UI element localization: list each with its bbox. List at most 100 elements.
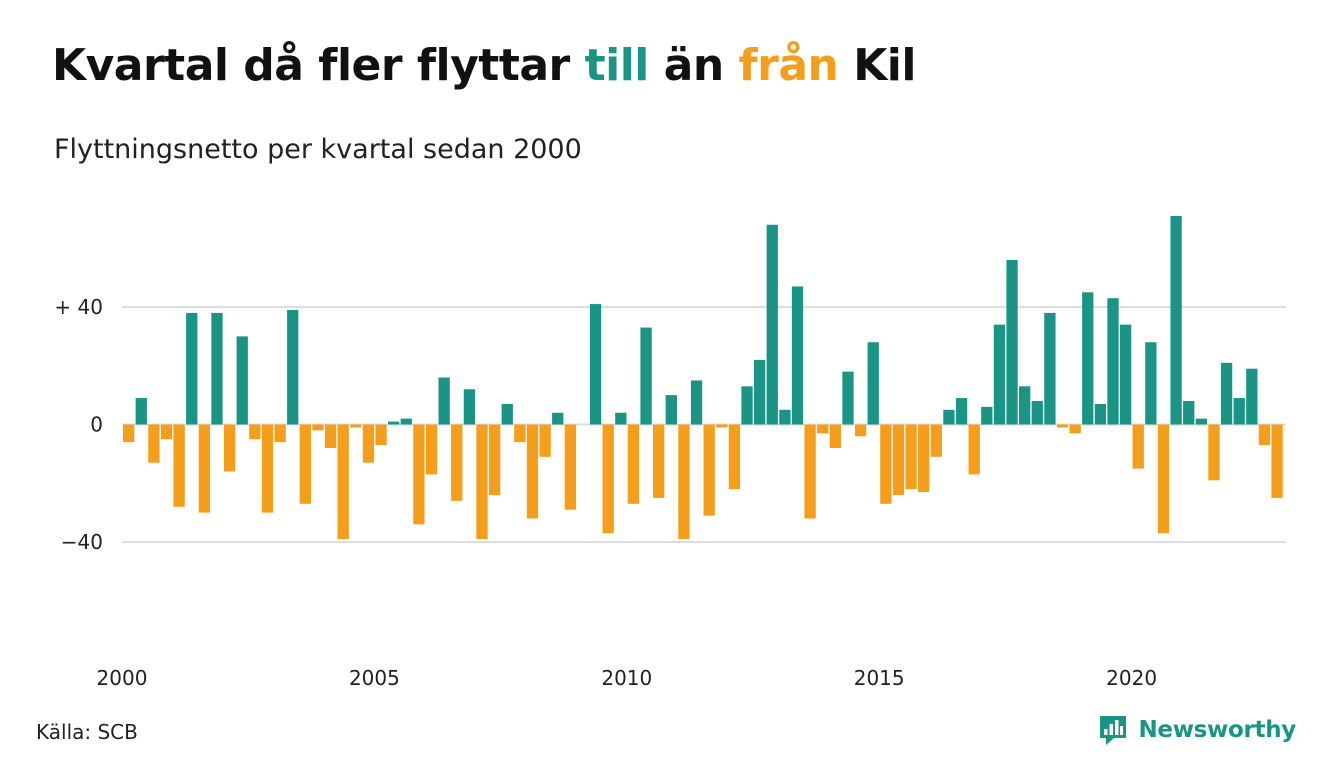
bar-q53[interactable] [779,409,791,425]
bar-q44[interactable] [665,395,677,425]
bar-q85[interactable] [1183,401,1195,425]
bar-q70[interactable] [993,324,1006,425]
bar-q66[interactable] [943,409,955,425]
bar-q2[interactable] [135,398,147,425]
bar-q16[interactable] [312,424,324,431]
bar-q83[interactable] [1157,424,1170,534]
bar-q39[interactable] [602,424,614,534]
bars-layer [123,215,1283,540]
bar-q69[interactable] [981,406,993,425]
bar-q15[interactable] [299,424,311,504]
bar-q60[interactable] [867,342,879,425]
bar-q74[interactable] [1044,312,1056,425]
bar-q68[interactable] [968,424,980,475]
x-tick-label: 2015 [854,666,905,690]
bar-q5[interactable] [173,424,185,507]
bar-q8[interactable] [211,312,223,425]
bar-q92[interactable] [1271,424,1283,498]
bar-q21[interactable] [375,424,387,446]
bar-q3[interactable] [148,424,160,463]
bar-q78[interactable] [1094,403,1107,425]
bar-q59[interactable] [854,424,867,437]
bar-q62[interactable] [892,424,905,496]
bar-q89[interactable] [1233,398,1245,425]
bar-q46[interactable] [690,380,703,425]
source-note: Källa: SCB [36,720,138,744]
bar-q81[interactable] [1132,424,1144,469]
bar-q12[interactable] [261,424,274,513]
bar-q34[interactable] [539,424,551,457]
bar-q38[interactable] [589,304,602,425]
bar-q56[interactable] [817,424,829,434]
bar-q65[interactable] [930,424,942,457]
bar-q64[interactable] [918,424,930,493]
bar-q49[interactable] [728,424,741,490]
bar-q20[interactable] [362,424,375,463]
bar-q47[interactable] [703,424,715,516]
bar-q87[interactable] [1208,424,1220,481]
bar-q91[interactable] [1258,424,1271,446]
bar-q18[interactable] [337,424,349,540]
bar-q30[interactable] [488,424,501,496]
bar-q88[interactable] [1220,362,1233,425]
bar-q4[interactable] [160,424,173,440]
bar-q75[interactable] [1056,424,1069,428]
brand-logo-block[interactable]: Newsworthy [1098,714,1296,746]
bar-q32[interactable] [514,424,526,443]
bar-q33[interactable] [526,424,539,519]
bar-q54[interactable] [791,286,804,425]
bar-q17[interactable] [324,424,337,449]
title-part-1: Kvartal då fler flyttar [52,40,585,91]
bar-q26[interactable] [438,377,450,425]
bar-q31[interactable] [501,403,513,425]
bar-q9[interactable] [223,424,236,472]
bar-q73[interactable] [1031,401,1043,425]
bar-q52[interactable] [766,224,778,425]
bar-q72[interactable] [1019,386,1031,425]
bar-q67[interactable] [955,398,968,425]
bar-q6[interactable] [186,312,198,425]
bar-q28[interactable] [463,389,476,425]
bar-q13[interactable] [274,424,286,443]
bar-q27[interactable] [451,424,463,501]
bar-q71[interactable] [1006,260,1018,425]
newsworthy-logo-icon [1100,716,1127,745]
bar-q41[interactable] [627,424,640,504]
bar-q35[interactable] [552,412,564,425]
bar-q36[interactable] [564,424,576,510]
bar-q29[interactable] [476,424,488,540]
bar-q24[interactable] [413,424,425,525]
bar-q77[interactable] [1082,292,1094,425]
bar-q90[interactable] [1246,368,1258,425]
bar-q19[interactable] [350,424,362,428]
bar-q55[interactable] [804,424,816,519]
bar-q79[interactable] [1107,298,1119,425]
bar-q42[interactable] [640,327,652,425]
bar-q22[interactable] [388,421,400,425]
bar-q58[interactable] [842,371,854,425]
bar-q61[interactable] [880,424,892,504]
bar-q45[interactable] [678,424,690,540]
bar-q86[interactable] [1195,418,1207,425]
bar-q63[interactable] [905,424,917,490]
bar-q1[interactable] [123,424,135,443]
bar-q80[interactable] [1119,324,1132,425]
bar-q25[interactable] [425,424,438,475]
y-tick-label: + 40 [54,295,103,319]
bar-q7[interactable] [198,424,211,513]
bar-q57[interactable] [829,424,842,449]
bar-q48[interactable] [716,424,728,428]
bar-q76[interactable] [1069,424,1081,434]
bar-q11[interactable] [249,424,261,440]
bar-q14[interactable] [287,309,299,425]
title-part-2: än [648,40,739,91]
bar-q10[interactable] [236,336,248,425]
bar-q82[interactable] [1145,342,1157,425]
y-tick-label: 0 [90,413,103,437]
bar-q23[interactable] [400,418,412,425]
bar-q43[interactable] [653,424,665,498]
bar-q51[interactable] [754,359,766,425]
bar-q50[interactable] [741,386,753,425]
bar-q84[interactable] [1170,215,1182,425]
bar-q40[interactable] [615,412,627,425]
